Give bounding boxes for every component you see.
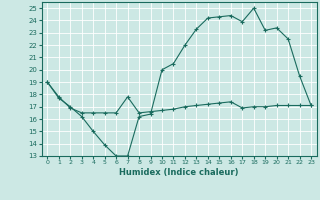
- X-axis label: Humidex (Indice chaleur): Humidex (Indice chaleur): [119, 168, 239, 177]
